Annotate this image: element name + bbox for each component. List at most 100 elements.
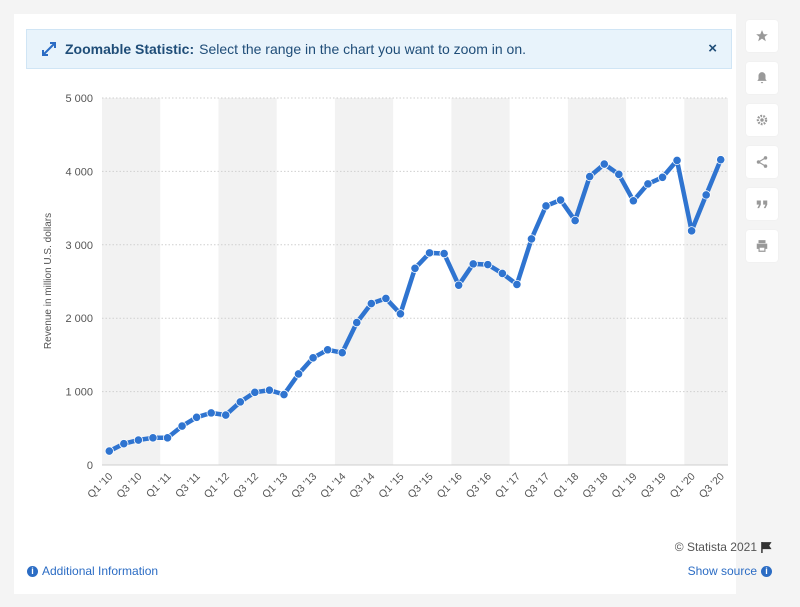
data-point[interactable] xyxy=(366,298,376,309)
zoom-banner: Zoomable Statistic: Select the range in … xyxy=(26,29,732,69)
data-point[interactable] xyxy=(119,439,129,449)
data-point[interactable] xyxy=(308,353,318,363)
year-band xyxy=(567,98,627,465)
data-point[interactable] xyxy=(454,280,464,290)
x-tick-label: Q3 '13 xyxy=(289,471,319,501)
chart-bands xyxy=(102,98,728,465)
data-point[interactable] xyxy=(410,263,420,273)
data-point[interactable] xyxy=(526,234,537,244)
year-band xyxy=(102,98,161,465)
x-tick-label: Q1 '18 xyxy=(551,471,581,501)
data-point[interactable] xyxy=(585,171,595,182)
banner-title: Zoomable Statistic: xyxy=(65,41,195,57)
x-tick-label: Q1 '13 xyxy=(260,471,290,501)
print-button[interactable] xyxy=(746,230,778,262)
data-point[interactable] xyxy=(133,435,143,445)
data-point[interactable] xyxy=(264,385,275,395)
data-point[interactable] xyxy=(293,369,304,379)
y-tick-label: 0 xyxy=(87,460,93,472)
x-tick-label: Q1 '15 xyxy=(376,471,406,501)
x-tick-label: Q3 '16 xyxy=(464,471,494,501)
y-tick-label: 1 000 xyxy=(65,387,93,399)
y-tick-label: 4 000 xyxy=(65,166,93,178)
info-icon: i xyxy=(761,565,772,577)
star-icon xyxy=(756,30,768,42)
x-tick-label: Q3 '15 xyxy=(406,471,436,501)
data-point[interactable] xyxy=(192,412,202,422)
flag-icon xyxy=(761,541,772,553)
share-icon xyxy=(756,156,768,168)
data-point[interactable] xyxy=(323,345,333,355)
data-point[interactable] xyxy=(599,159,609,169)
data-point[interactable] xyxy=(512,279,522,290)
data-point[interactable] xyxy=(672,155,682,165)
data-point[interactable] xyxy=(555,195,566,205)
x-tick-label: Q3 '18 xyxy=(580,471,610,501)
show-source-link[interactable]: Show source i xyxy=(688,564,772,578)
x-tick-label: Q3 '11 xyxy=(173,471,203,501)
data-point[interactable] xyxy=(628,196,638,206)
data-point[interactable] xyxy=(148,433,158,443)
close-icon[interactable]: × xyxy=(708,40,717,57)
print-icon xyxy=(756,240,768,252)
data-point[interactable] xyxy=(162,433,173,443)
series-line[interactable] xyxy=(107,157,723,454)
year-band xyxy=(218,98,277,465)
data-point[interactable] xyxy=(206,408,216,418)
x-tick-label: Q1 '16 xyxy=(435,471,465,501)
x-tick-label: Q1 '14 xyxy=(318,471,348,501)
data-point[interactable] xyxy=(235,397,245,407)
data-point[interactable] xyxy=(716,155,726,165)
data-point[interactable] xyxy=(177,421,187,431)
x-tick-label: Q3 '19 xyxy=(638,471,668,501)
series-points xyxy=(104,155,726,456)
x-tick-label: Q1 '17 xyxy=(493,471,523,501)
y-tick-label: 2 000 xyxy=(65,313,93,325)
data-point[interactable] xyxy=(541,201,551,211)
data-point[interactable] xyxy=(381,293,391,303)
share-button[interactable] xyxy=(746,146,778,178)
data-point[interactable] xyxy=(497,268,507,279)
x-tick-label: Q1 '11 xyxy=(144,471,174,501)
statista-credit[interactable]: © Statista 2021 xyxy=(675,540,772,554)
x-tick-label: Q3 '12 xyxy=(231,471,261,501)
data-point[interactable] xyxy=(250,387,260,397)
data-point[interactable] xyxy=(468,259,478,269)
x-tick-label: Q1 '12 xyxy=(202,471,232,501)
data-point[interactable] xyxy=(337,348,347,358)
y-tick-label: 5 000 xyxy=(65,93,93,105)
data-point[interactable] xyxy=(104,446,114,456)
alert-button[interactable] xyxy=(746,62,778,94)
data-point[interactable] xyxy=(657,172,668,182)
settings-button[interactable] xyxy=(746,104,778,136)
side-toolbar xyxy=(746,20,778,272)
banner-text: Select the range in the chart you want t… xyxy=(199,41,527,57)
gear-icon xyxy=(756,114,768,126)
cite-button[interactable] xyxy=(746,188,778,220)
additional-info-link[interactable]: i Additional Information xyxy=(27,564,158,578)
data-point[interactable] xyxy=(424,248,435,258)
data-point[interactable] xyxy=(395,309,406,319)
credit-text: © Statista 2021 xyxy=(674,540,757,554)
data-point[interactable] xyxy=(352,318,362,328)
data-point[interactable] xyxy=(614,169,624,179)
data-point[interactable] xyxy=(687,226,697,236)
favorite-button[interactable] xyxy=(746,20,778,52)
additional-info-label: Additional Information xyxy=(42,564,159,578)
data-point[interactable] xyxy=(221,410,231,420)
x-tick-label: Q1 '19 xyxy=(609,471,639,501)
data-point[interactable] xyxy=(439,249,449,259)
y-tick-label: 3 000 xyxy=(65,240,93,252)
data-point[interactable] xyxy=(483,260,493,270)
data-point[interactable] xyxy=(643,179,653,189)
quote-icon xyxy=(756,200,768,209)
data-point[interactable] xyxy=(279,389,289,400)
y-axis-ticks: 0 1 000 2 000 3 000 4 000 5 000 xyxy=(65,93,93,472)
data-point[interactable] xyxy=(701,190,711,200)
x-tick-label: Q3 '20 xyxy=(697,471,727,501)
y-axis-label: Revenue in million U.S. dollars xyxy=(43,213,54,349)
bell-icon xyxy=(757,72,767,84)
data-point[interactable] xyxy=(570,215,580,226)
